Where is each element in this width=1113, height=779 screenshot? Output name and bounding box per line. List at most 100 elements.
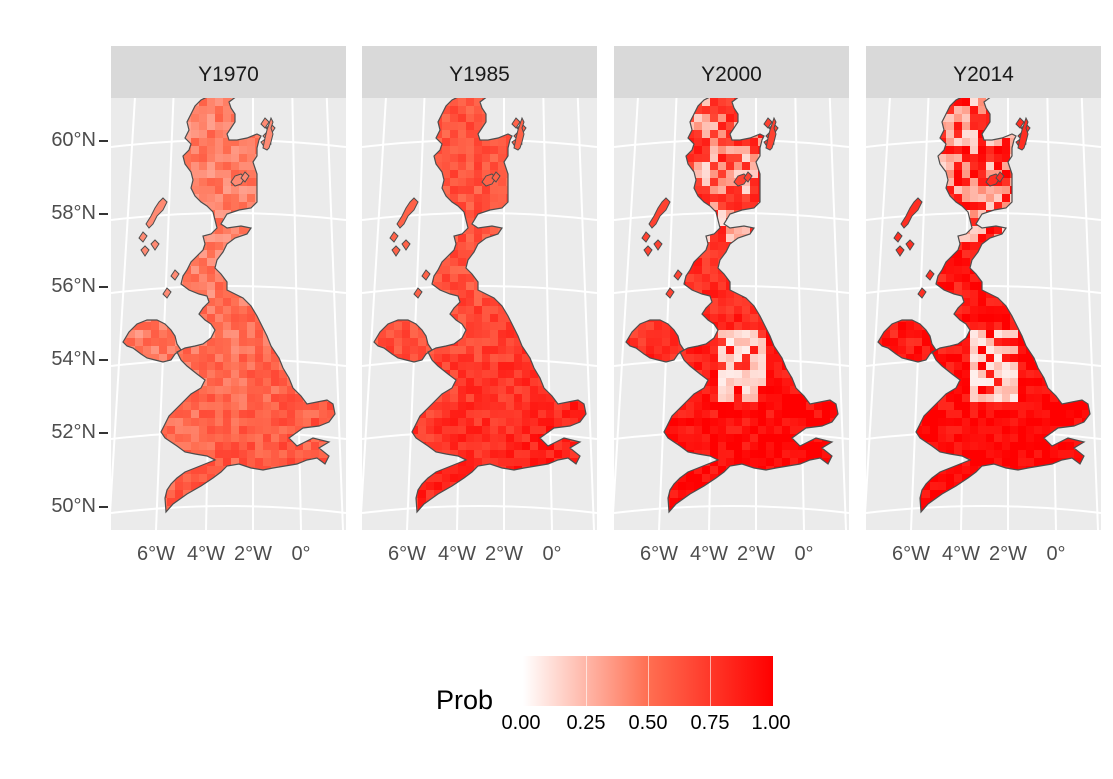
probability-cell — [402, 130, 410, 138]
probability-cell — [450, 282, 458, 290]
probability-cell — [450, 450, 458, 458]
probability-cell — [434, 370, 442, 378]
probability-cell — [183, 298, 191, 306]
probability-cell — [143, 202, 151, 210]
probability-cell — [386, 306, 394, 314]
probability-cell — [562, 202, 570, 210]
probability-cell — [798, 122, 806, 130]
probability-cell — [255, 242, 263, 250]
probability-cell — [646, 306, 654, 314]
probability-cell — [742, 506, 750, 512]
probability-cell — [263, 290, 271, 298]
probability-cell — [522, 330, 530, 338]
probability-cell — [538, 266, 546, 274]
probability-cell — [638, 266, 646, 274]
probability-cell — [319, 314, 327, 322]
probability-cell — [143, 258, 151, 266]
probability-cell — [490, 178, 498, 186]
probability-cell — [378, 322, 386, 330]
probability-cell — [822, 346, 830, 354]
probability-cell — [638, 130, 646, 138]
probability-cell — [514, 154, 522, 162]
probability-cell — [402, 386, 410, 394]
probability-cell — [638, 482, 646, 490]
probability-cell — [646, 370, 654, 378]
probability-cell — [271, 490, 279, 498]
probability-cell — [386, 282, 394, 290]
probability-cell — [798, 146, 806, 154]
probability-cell — [410, 106, 418, 114]
probability-cell — [303, 306, 311, 314]
probability-cell — [207, 194, 215, 202]
probability-cell — [466, 322, 474, 330]
probability-cell — [183, 218, 191, 226]
probability-cell — [614, 138, 622, 146]
probability-cell — [167, 490, 175, 498]
probability-cell — [287, 234, 295, 242]
probability-cell — [814, 514, 822, 522]
probability-cell — [646, 170, 654, 178]
probability-cell — [678, 362, 686, 370]
probability-cell — [175, 234, 183, 242]
probability-cell — [654, 346, 662, 354]
probability-cell — [199, 354, 207, 362]
probability-cell — [702, 154, 710, 162]
probability-cell — [319, 354, 327, 362]
probability-cell — [402, 338, 410, 346]
probability-cell — [718, 330, 726, 338]
probability-cell — [814, 234, 822, 242]
probability-cell — [814, 162, 822, 170]
probability-cell — [562, 450, 570, 458]
probability-cell — [806, 202, 814, 210]
probability-cell — [402, 442, 410, 450]
probability-cell — [247, 146, 255, 154]
probability-cell — [686, 482, 694, 490]
probability-cell — [594, 426, 597, 434]
probability-cell — [758, 106, 766, 114]
probability-cell — [426, 370, 434, 378]
probability-cell — [474, 138, 482, 146]
probability-cell — [718, 506, 726, 512]
probability-cell — [638, 186, 646, 194]
probability-cell — [782, 250, 790, 258]
probability-cell — [694, 362, 702, 370]
probability-cell — [670, 362, 678, 370]
probability-cell — [758, 370, 766, 378]
probability-cell — [962, 98, 970, 106]
probability-cell — [530, 154, 538, 162]
probability-cell — [466, 386, 474, 394]
probability-cell — [255, 186, 263, 194]
probability-cell — [490, 418, 498, 426]
probability-cell — [806, 170, 814, 178]
probability-cell — [374, 266, 378, 274]
probability-cell — [458, 202, 466, 210]
probability-cell — [614, 354, 622, 362]
probability-cell — [670, 314, 678, 322]
probability-cell — [530, 490, 538, 498]
probability-cell — [378, 426, 386, 434]
probability-cell — [626, 226, 630, 234]
probability-cell — [586, 194, 594, 202]
island-region — [240, 171, 250, 183]
probability-cell — [630, 426, 638, 434]
probability-cell — [498, 418, 506, 426]
probability-cell — [434, 178, 442, 186]
probability-cell — [466, 234, 474, 242]
probability-cell — [1074, 98, 1082, 106]
probability-cell — [562, 314, 570, 322]
probability-cell — [394, 474, 402, 482]
probability-cell — [255, 458, 263, 466]
probability-cell — [742, 330, 750, 338]
probability-cell — [474, 322, 482, 330]
probability-cell — [426, 114, 434, 122]
probability-cell — [814, 386, 822, 394]
probability-cell — [135, 162, 143, 170]
probability-cell — [914, 98, 922, 106]
graticule-latitude — [362, 505, 597, 514]
probability-cell — [806, 498, 814, 506]
probability-cell — [458, 490, 466, 498]
probability-cell — [191, 426, 199, 434]
probability-cell — [374, 370, 378, 378]
probability-cell — [474, 466, 482, 474]
probability-cell — [434, 386, 442, 394]
